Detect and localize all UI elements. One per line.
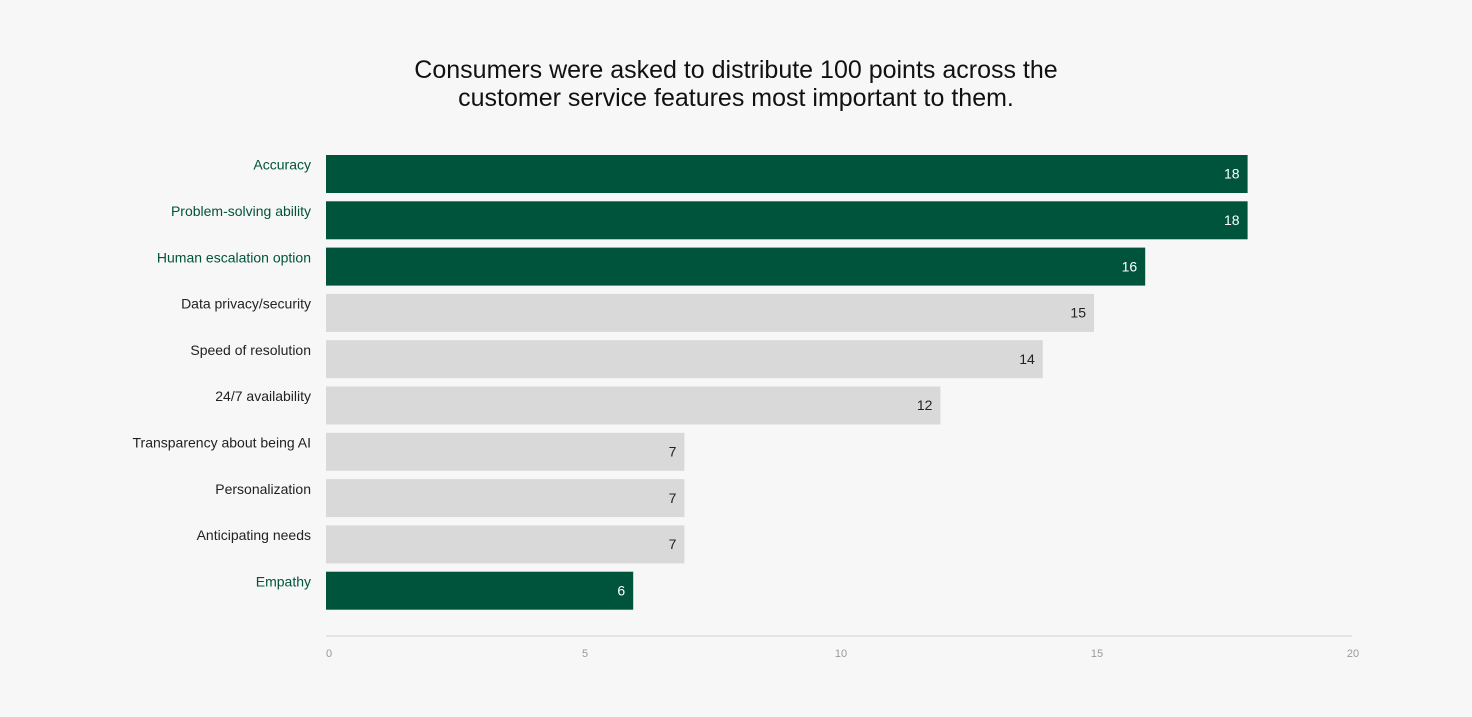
category-label: Accuracy: [253, 157, 311, 173]
bar: [326, 340, 1043, 379]
value-label: 7: [669, 444, 677, 460]
x-tick-label: 0: [326, 648, 332, 660]
value-label: 18: [1224, 166, 1240, 182]
category-label: Personalization: [215, 481, 311, 497]
x-tick-label: 10: [835, 648, 847, 660]
value-label: 6: [617, 582, 625, 598]
bar: [326, 571, 634, 610]
chart-title: Consumers were asked to distribute 100 p…: [414, 56, 1058, 112]
bar: [326, 155, 1248, 193]
category-label: Data privacy/security: [181, 296, 311, 312]
value-label: 15: [1070, 305, 1086, 321]
bar: [326, 201, 1248, 240]
category-label: 24/7 availability: [215, 388, 311, 404]
value-label: 14: [1019, 351, 1035, 367]
bar: [326, 432, 685, 471]
category-label: Speed of resolution: [190, 342, 311, 358]
value-label: 12: [917, 397, 933, 413]
value-label: 16: [1122, 258, 1138, 274]
value-label: 18: [1224, 212, 1240, 228]
category-label: Anticipating needs: [197, 527, 311, 543]
value-label: 7: [669, 490, 677, 506]
bar: [326, 293, 1094, 332]
category-label: Empathy: [256, 573, 311, 589]
bar: [326, 386, 941, 425]
x-tick-label: 20: [1347, 648, 1359, 660]
category-label: Human escalation option: [157, 249, 311, 265]
category-label: Transparency about being AI: [133, 435, 312, 451]
category-label: Problem-solving ability: [171, 203, 311, 219]
x-tick-label: 5: [582, 648, 588, 660]
bar: [326, 525, 685, 564]
x-tick-label: 15: [1091, 648, 1103, 660]
value-label: 7: [669, 536, 677, 552]
bar: [326, 247, 1146, 286]
bar: [326, 479, 685, 518]
